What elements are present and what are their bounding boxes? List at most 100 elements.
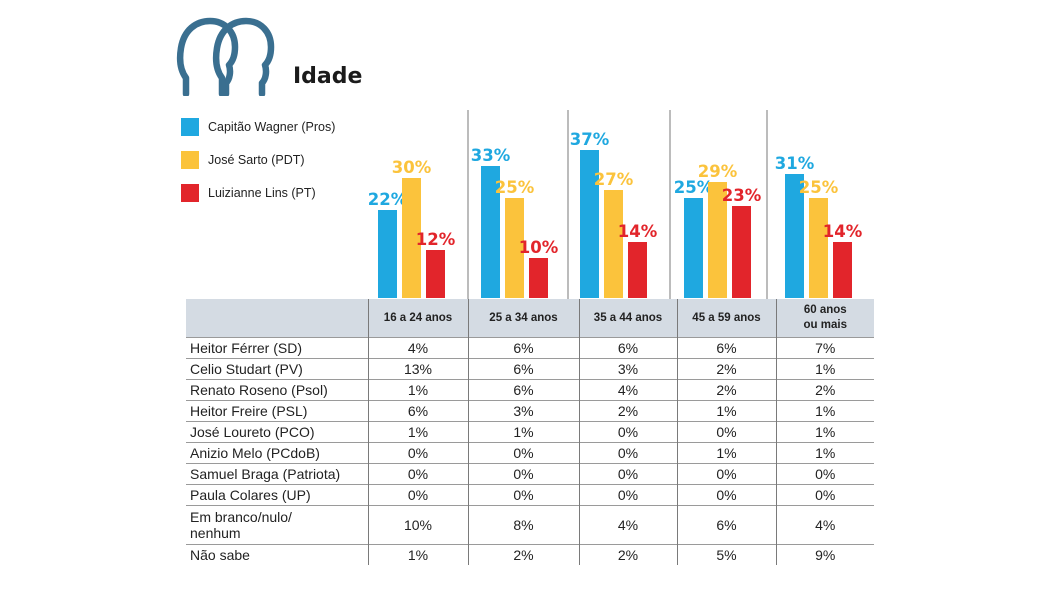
table-header-line: ou mais: [803, 319, 847, 331]
table-cell: 2%: [578, 400, 677, 422]
table-row: Anizio Melo (PCdoB) 0% 0% 0% 1% 1%: [186, 442, 874, 464]
candidate-name: Em branco/nulo/nenhum: [186, 505, 368, 545]
bar: [604, 190, 623, 298]
two-heads-icon: [176, 17, 275, 96]
bar: [378, 210, 397, 298]
table-cell: 5%: [676, 544, 776, 565]
table-cell: 6%: [578, 337, 677, 359]
table-row: Paula Colares (UP) 0% 0% 0% 0% 0%: [186, 484, 874, 506]
table-cell: 1%: [367, 544, 468, 565]
table-cell: 4%: [578, 505, 677, 545]
candidate-name: José Loureto (PCO): [186, 421, 368, 443]
table-row: Heitor Freire (PSL) 6% 3% 2% 1% 1%: [186, 400, 874, 422]
table-cell: 0%: [467, 484, 579, 506]
table-row: Renato Roseno (Psol) 1% 6% 4% 2% 2%: [186, 379, 874, 401]
legend-label: Luizianne Lins (PT): [208, 186, 316, 200]
bar: [785, 174, 804, 298]
candidate-name-line: nenhum: [190, 525, 241, 541]
data-label: 30%: [392, 158, 432, 177]
data-label: 14%: [823, 222, 863, 241]
candidate-name: Heitor Freire (PSL): [186, 400, 368, 422]
candidate-name: Heitor Férrer (SD): [186, 337, 368, 359]
data-label: 22%: [368, 190, 408, 209]
table-cell: 2%: [775, 379, 874, 401]
table-cell: 6%: [467, 379, 579, 401]
table-header-cell: 45 a 59 anos: [676, 299, 776, 338]
table-row: Em branco/nulo/nenhum 10% 8% 4% 6% 4%: [186, 505, 874, 545]
table-cell: 6%: [467, 358, 579, 380]
candidate-name: Celio Studart (PV): [186, 358, 368, 380]
table-cell: 2%: [578, 544, 677, 565]
table-cell: 4%: [367, 337, 468, 359]
table-header-row: 16 a 24 anos 25 a 34 anos 35 a 44 anos 45 a…: [186, 299, 874, 338]
table-cell: 0%: [367, 442, 468, 464]
data-label: 37%: [570, 130, 610, 149]
bar: [580, 150, 599, 298]
table-cell: 0%: [367, 484, 468, 506]
table-cell: 4%: [578, 379, 677, 401]
data-label: 14%: [618, 222, 658, 241]
table-cell: 6%: [367, 400, 468, 422]
data-label: 33%: [471, 146, 511, 165]
legend-swatch: [181, 151, 199, 169]
table-cell: 0%: [676, 484, 776, 506]
table-header-cell: 16 a 24 anos: [367, 299, 468, 338]
table-cell: 0%: [775, 484, 874, 506]
legend-label: Capitão Wagner (Pros): [208, 120, 336, 134]
table-cell: 9%: [775, 544, 874, 565]
bar: [708, 182, 727, 298]
candidate-name: Não sabe: [186, 544, 368, 565]
data-label: 23%: [722, 186, 762, 205]
table-header-cell: [186, 299, 368, 338]
table-cell: 1%: [676, 442, 776, 464]
data-label: 25%: [799, 178, 839, 197]
bar: [684, 198, 703, 298]
data-label: 10%: [519, 238, 559, 257]
table-header-cell: 60 anos ou mais: [775, 299, 874, 338]
data-label: 25%: [495, 178, 535, 197]
data-label: 25%: [674, 178, 714, 197]
data-label: 31%: [775, 154, 815, 173]
candidate-name: Renato Roseno (Psol): [186, 379, 368, 401]
bar: [402, 178, 421, 298]
data-label: 29%: [698, 162, 738, 181]
table-cell: 2%: [467, 544, 579, 565]
age-breakdown-table: 16 a 24 anos 25 a 34 anos 35 a 44 anos 45 a…: [186, 299, 874, 565]
bar: [628, 242, 647, 298]
table-cell: 1%: [775, 442, 874, 464]
bar: [426, 250, 445, 298]
table-cell: 0%: [775, 463, 874, 485]
table-cell: 0%: [578, 421, 677, 443]
table-cell: 7%: [775, 337, 874, 359]
table-cell: 1%: [467, 421, 579, 443]
table-cell: 3%: [467, 400, 579, 422]
table-cell: 6%: [467, 337, 579, 359]
table-cell: 3%: [578, 358, 677, 380]
table-body: Heitor Férrer (SD) 4% 6% 6% 6% 7% Celio Studar…: [186, 337, 874, 565]
bar: [505, 198, 524, 298]
table-row: Samuel Braga (Patriota) 0% 0% 0% 0% 0%: [186, 463, 874, 485]
table-cell: 0%: [467, 463, 579, 485]
legend-swatch: [181, 184, 199, 202]
table-cell: 13%: [367, 358, 468, 380]
table-cell: 1%: [367, 379, 468, 401]
table-cell: 1%: [775, 421, 874, 443]
table-cell: 1%: [775, 358, 874, 380]
table-cell: 0%: [578, 442, 677, 464]
table-cell: 0%: [578, 484, 677, 506]
legend-swatch: [181, 118, 199, 136]
table-cell: 4%: [775, 505, 874, 545]
table-header-cell: 25 a 34 anos: [467, 299, 579, 338]
table-row: Não sabe 1% 2% 2% 5% 9%: [186, 544, 874, 565]
data-label: 12%: [416, 230, 456, 249]
table-cell: 6%: [676, 505, 776, 545]
table-row: Celio Studart (PV) 13% 6% 3% 2% 1%: [186, 358, 874, 380]
table-cell: 1%: [676, 400, 776, 422]
table-cell: 2%: [676, 358, 776, 380]
data-label: 27%: [594, 170, 634, 189]
table-cell: 0%: [467, 442, 579, 464]
table-row: Heitor Férrer (SD) 4% 6% 6% 6% 7%: [186, 337, 874, 359]
table-cell: 1%: [367, 421, 468, 443]
table-cell: 0%: [578, 463, 677, 485]
table-header-cell: 35 a 44 anos: [578, 299, 677, 338]
